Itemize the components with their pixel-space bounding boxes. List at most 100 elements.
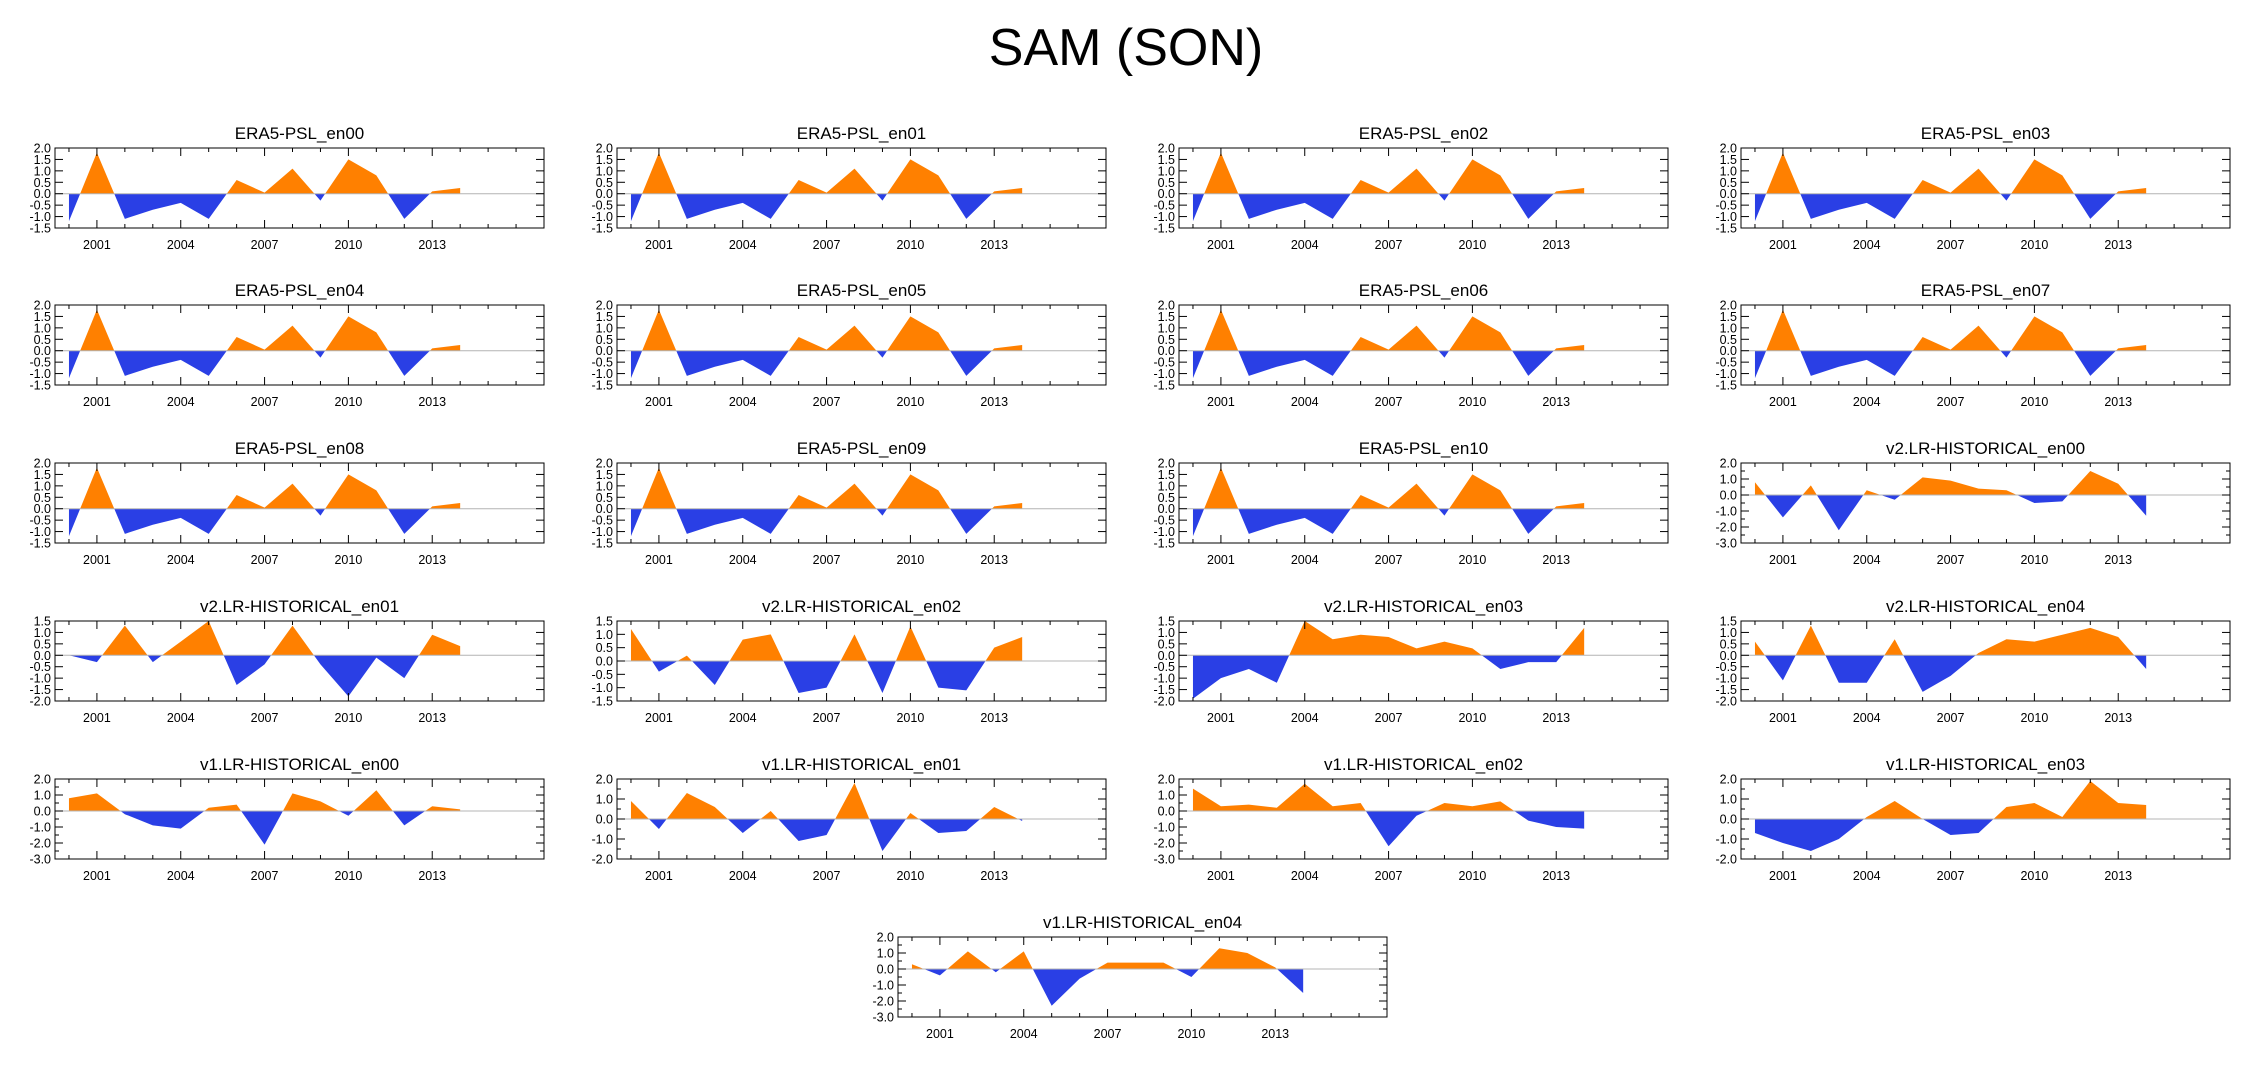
x-tick-label: 2013 [418, 238, 446, 252]
plot-frame [1178, 147, 1669, 229]
y-tick-label: 1.5 [1158, 615, 1175, 629]
y-tick-label: -2.0 [1715, 521, 1737, 535]
panel-v2-lr-historical-en00: 2.0 1.0 0.0 -1.0 -2.0 -3.0 2001 2004 2007 2010 201… [1715, 439, 2231, 567]
y-tick-label: 0.5 [1720, 176, 1737, 190]
y-tick-label: -0.5 [29, 199, 51, 213]
y-tick-label: 0.0 [877, 963, 894, 977]
y-tick-label: 0.5 [596, 176, 613, 190]
negative-area [1192, 655, 1585, 699]
y-tick-label: -0.5 [591, 356, 613, 370]
x-tick-label: 2001 [1207, 869, 1235, 883]
y-tick-label: 0.5 [34, 491, 51, 505]
panel-v2-lr-historical-en04: 1.51.00.50.0-0.5-1.0-1.5-2.0 2001 2004 2007… [1715, 597, 2231, 725]
x-tick-label: 2004 [1853, 553, 1881, 567]
panel-era5-psl-en07: 2.01.51.00.50.0-0.5-1.0-1.5 2001 2004 2007 2… [1715, 281, 2231, 409]
x-tick-label: 2010 [1177, 1027, 1205, 1041]
y-tick-label: 0.0 [596, 813, 613, 827]
x-tick-label: 2013 [1261, 1027, 1289, 1041]
x-tick-label: 2007 [1937, 238, 1965, 252]
y-tick-label: 2.0 [596, 299, 613, 313]
y-tick-label: -1.5 [1715, 683, 1737, 697]
y-tick-label: -1.0 [1153, 821, 1175, 835]
y-tick-label: 1.0 [1720, 793, 1737, 807]
panel-title: v2.LR-HISTORICAL_en04 [1886, 597, 2085, 616]
x-tick-label: 2007 [1937, 869, 1965, 883]
y-tick-label: 0.0 [1720, 489, 1737, 503]
y-tick-label: 2.0 [1158, 142, 1175, 156]
y-tick-label: -1.5 [1715, 379, 1737, 393]
negative-area [1754, 193, 2147, 222]
plot-frame [616, 147, 1107, 229]
x-tick-label: 2004 [167, 711, 195, 725]
y-tick-label: 0.5 [596, 641, 613, 655]
panel-v1-lr-historical-en04: 2.0 1.0 0.0 -1.0 -2.0 -3.0 2001 2004 2007 2010 201… [872, 913, 1388, 1041]
y-tick-label: -1.0 [1153, 210, 1175, 224]
y-tick-label: 0.0 [1158, 502, 1175, 516]
y-tick-label: -1.0 [1153, 672, 1175, 686]
x-tick-label: 2001 [83, 238, 111, 252]
y-tick-label: 1.5 [1158, 153, 1175, 167]
positive-area [1754, 309, 2147, 351]
x-tick-label: 2010 [1458, 711, 1486, 725]
x-tick-label: 2001 [1769, 553, 1797, 567]
y-tick-label: 1.5 [1720, 153, 1737, 167]
y-tick-label: -1.0 [29, 525, 51, 539]
x-tick-label: 2013 [2104, 553, 2132, 567]
panel-title: ERA5-PSL_en05 [797, 281, 926, 300]
negative-area [630, 193, 1023, 222]
negative-area [1754, 655, 2147, 692]
y-tick-label: 0.0 [1158, 649, 1175, 663]
y-tick-label: 1.5 [34, 468, 51, 482]
y-tick-label: 1.0 [34, 479, 51, 493]
y-tick-label: 2.0 [1158, 299, 1175, 313]
y-tick-label: -0.5 [1715, 356, 1737, 370]
y-tick-label: 1.0 [877, 947, 894, 961]
y-tick-label: 1.5 [1158, 310, 1175, 324]
y-tick-label: -1.5 [29, 379, 51, 393]
x-tick-label: 2007 [1937, 711, 1965, 725]
x-tick-label: 2004 [1291, 711, 1319, 725]
x-tick-label: 2004 [167, 238, 195, 252]
x-tick-label: 2004 [729, 395, 757, 409]
y-tick-label: 2.0 [596, 457, 613, 471]
x-tick-label: 2001 [1207, 711, 1235, 725]
x-tick-label: 2013 [2104, 395, 2132, 409]
y-tick-label: 1.5 [34, 310, 51, 324]
negative-area [911, 969, 1304, 1006]
y-tick-label: -1.5 [29, 222, 51, 236]
x-tick-label: 2004 [1291, 395, 1319, 409]
x-tick-label: 2010 [1458, 238, 1486, 252]
x-tick-label: 2001 [83, 711, 111, 725]
panel-title: ERA5-PSL_en03 [1921, 124, 2050, 143]
x-tick-label: 2013 [980, 711, 1008, 725]
x-tick-label: 2007 [1375, 553, 1403, 567]
x-tick-label: 2010 [2020, 553, 2048, 567]
positive-area [68, 152, 461, 194]
y-tick-label: 1.0 [1720, 473, 1737, 487]
x-tick-label: 2007 [1937, 553, 1965, 567]
x-tick-label: 2004 [167, 869, 195, 883]
y-tick-label: 0.0 [1158, 805, 1175, 819]
y-tick-label: 1.5 [34, 615, 51, 629]
y-tick-label: -1.0 [29, 672, 51, 686]
x-tick-label: 2013 [1542, 395, 1570, 409]
y-tick-label: 1.5 [596, 468, 613, 482]
x-tick-label: 2010 [2020, 869, 2048, 883]
y-tick-label: -0.5 [591, 199, 613, 213]
positive-area [630, 309, 1023, 351]
x-tick-label: 2004 [1010, 1027, 1038, 1041]
positive-area [1192, 467, 1585, 509]
y-tick-label: 2.0 [34, 299, 51, 313]
positive-area [630, 467, 1023, 509]
positive-area [911, 948, 1304, 969]
x-tick-label: 2001 [1207, 553, 1235, 567]
panel-v1-lr-historical-en01: 2.0 1.0 0.0 -1.0 -2.0 2001 2004 2007 2010 2013 v1.… [591, 755, 1107, 883]
negative-area [68, 350, 461, 379]
negative-area [630, 508, 1023, 537]
y-tick-label: -1.5 [1153, 222, 1175, 236]
y-tick-label: -1.5 [591, 537, 613, 551]
x-tick-label: 2007 [1937, 395, 1965, 409]
x-tick-label: 2004 [729, 553, 757, 567]
y-tick-label: -1.5 [29, 683, 51, 697]
x-tick-label: 2007 [1375, 238, 1403, 252]
